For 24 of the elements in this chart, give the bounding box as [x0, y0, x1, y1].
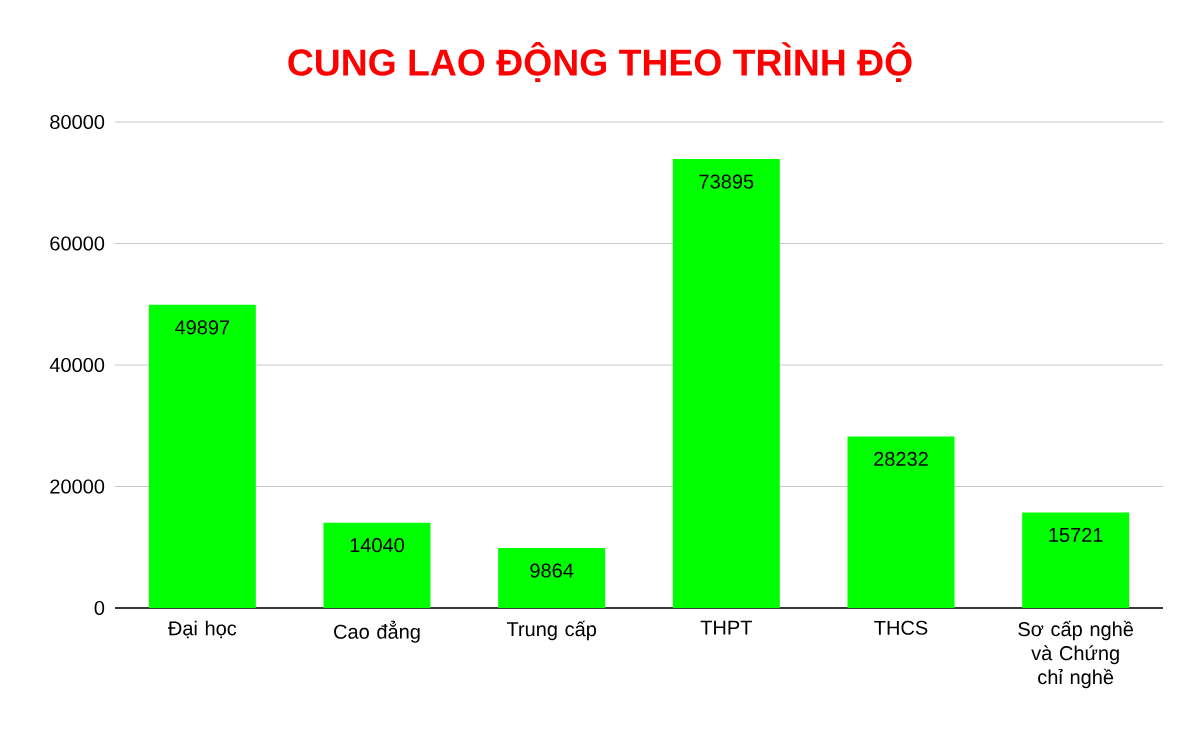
data-label: 9864	[530, 563, 574, 578]
y-tick-label: 40000	[49, 357, 105, 373]
y-tick-label: 60000	[50, 236, 105, 251]
bar	[498, 548, 606, 608]
y-tick-label: 0	[94, 600, 105, 616]
x-tick-label: THCS	[874, 620, 928, 635]
bar	[148, 304, 256, 608]
data-label: 28232	[874, 451, 928, 467]
bar	[1022, 512, 1130, 608]
y-tick-label: 80000	[50, 114, 105, 130]
x-tick-label: THPT	[700, 620, 752, 635]
x-tick-label: Sơ cấp nghề và Chứng chỉ nghề	[1018, 620, 1134, 689]
y-tick-label: 20000	[50, 479, 105, 494]
data-label: 14040	[350, 538, 405, 553]
bar	[323, 522, 431, 608]
bar	[672, 159, 780, 608]
x-tick-label: Đại học	[168, 620, 237, 639]
x-tick-label: Trung cấp	[506, 620, 597, 641]
bar	[847, 436, 955, 608]
data-label: 73895	[699, 174, 754, 189]
data-label: 49897	[174, 320, 230, 335]
x-tick-label: Cao đẳng	[334, 620, 420, 643]
data-label: 15721	[1049, 527, 1103, 543]
chart-title: CUNG LAO ĐỘNG THEO TRÌNH ĐỘ	[288, 41, 912, 83]
